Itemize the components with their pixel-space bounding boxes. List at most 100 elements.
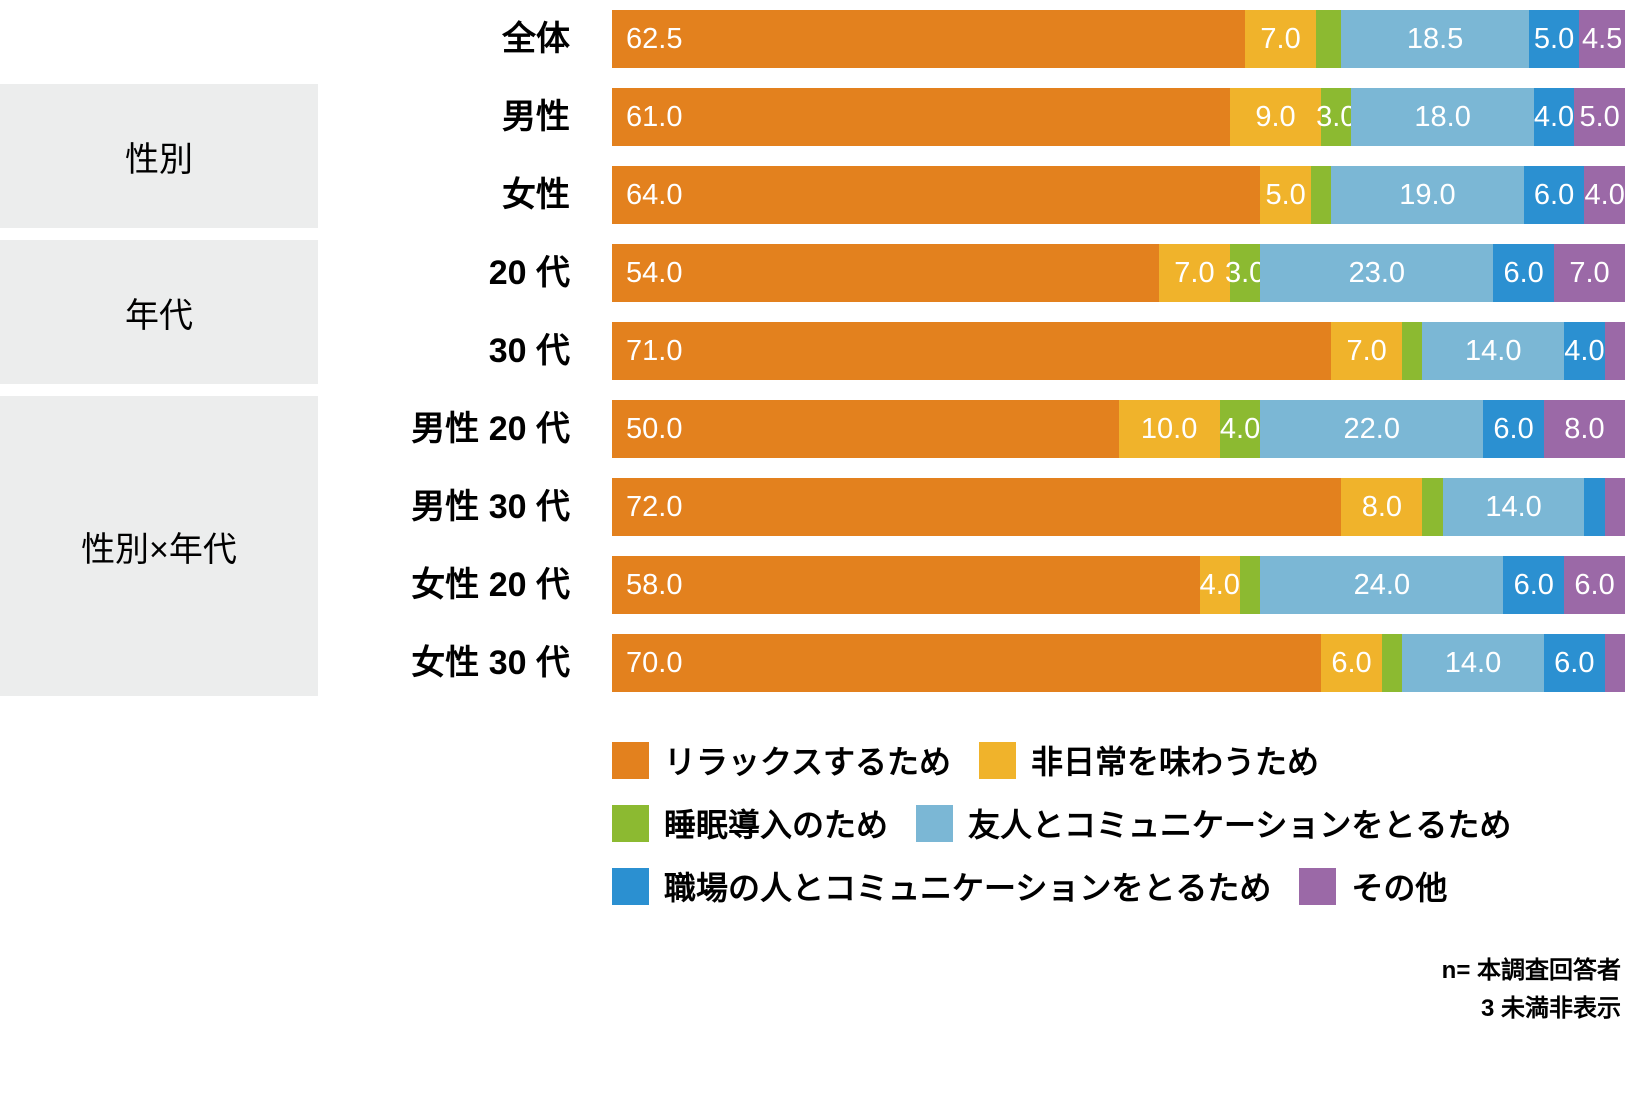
group-label: 性別: [125, 140, 193, 179]
bar-row: 50.0 10.0 4.0 22.0 6.0 8.0: [612, 400, 1625, 458]
bar-segment: 22.0: [1260, 400, 1484, 458]
footnote: n= 本調査回答者 3 未満非表示: [1442, 952, 1621, 1028]
bar-segment: 6.0: [1523, 166, 1585, 224]
bar-row: 54.0 7.0 3.0 23.0 6.0 7.0: [612, 244, 1625, 302]
segment-value-label: 4.0: [1564, 334, 1605, 367]
bar-segment: 62.5: [612, 10, 1246, 68]
segment-value-label: 50.0: [626, 412, 683, 445]
bar-segment: 72.0: [612, 478, 1342, 536]
bar-segment: [1310, 166, 1332, 224]
segment-value-label: 23.0: [1348, 256, 1406, 289]
group-label: 年代: [125, 296, 193, 335]
segment-value-label: 6.0: [1554, 646, 1595, 679]
segment-value-label: 7.0: [1174, 256, 1215, 289]
segment-value-label: 10.0: [1140, 412, 1198, 445]
category-label: 女性 30 代: [411, 644, 570, 682]
bar-row: 64.0 5.0 19.0 6.0 4.0: [612, 166, 1625, 224]
segment-value-label: 7.0: [1260, 22, 1301, 55]
legend-label: 職場の人とコミュニケーションをとるため: [664, 870, 1272, 906]
bar-segment: 14.0: [1442, 478, 1585, 536]
bar-segment: 4.5: [1579, 10, 1625, 68]
legend-color-swatch: [612, 804, 649, 842]
segment-value-label: 14.0: [1444, 646, 1502, 679]
bar-segment: 24.0: [1260, 556, 1504, 614]
segment-value-label: 6.0: [1574, 568, 1615, 601]
bar-segment: [1240, 556, 1261, 614]
category-label: 20 代: [488, 254, 570, 292]
bar-segment: [1402, 322, 1423, 380]
bar-segment: 8.0: [1341, 478, 1423, 536]
bar-segment: 7.0: [1331, 322, 1403, 380]
footnote-respondents: n= 本調査回答者: [1441, 957, 1621, 984]
segment-value-label: 24.0: [1353, 568, 1411, 601]
segment-value-label: 8.0: [1564, 412, 1605, 445]
segment-value-label: 4.0: [1533, 100, 1575, 133]
legend-row: 職場の人とコミュニケーションをとるため その他: [612, 867, 1475, 906]
bar-segment: 4.0: [1584, 166, 1625, 224]
segment-value-label: 71.0: [626, 334, 683, 367]
bar-segment: [1604, 322, 1625, 380]
legend-color-swatch: [979, 741, 1017, 779]
bar-segment: 7.0: [1554, 244, 1625, 302]
bar-segment: 3.0: [1225, 244, 1265, 302]
segment-value-label: 4.0: [1199, 568, 1240, 601]
category-label: 男性: [502, 98, 570, 136]
bar-segment: 5.0: [1574, 88, 1625, 146]
segment-value-label: 19.0: [1399, 178, 1456, 211]
group-label-box: 年代: [0, 240, 318, 384]
segment-value-label: 62.5: [626, 22, 683, 55]
bar-segment: 61.0: [612, 88, 1230, 146]
category-label: 女性: [502, 176, 570, 214]
legend-color-swatch: [1299, 867, 1337, 905]
bar-segment: 14.0: [1422, 322, 1565, 380]
bar-row: 72.0 8.0 14.0: [612, 478, 1625, 536]
bar-row: 61.0 9.0 3.0 18.0 4.0 5.0: [612, 88, 1625, 146]
bar-segment: [1604, 634, 1625, 692]
bar-segment: 4.0: [1199, 556, 1241, 614]
segment-value-label: 22.0: [1343, 412, 1400, 445]
segment-value-label: 4.0: [1219, 412, 1261, 445]
bar-segment: 5.0: [1260, 166, 1311, 224]
bar-segment: [1584, 478, 1605, 536]
bar-segment: 10.0: [1118, 400, 1220, 458]
bar-segment: [1316, 10, 1342, 68]
bar-segment: 6.0: [1321, 634, 1382, 692]
segment-value-label: 5.0: [1265, 178, 1306, 211]
bar-segment: 54.0: [612, 244, 1160, 302]
category-label: 男性 30 代: [411, 488, 570, 526]
bar-segment: [1604, 478, 1625, 536]
segment-value-label: 61.0: [626, 100, 683, 133]
group-label-box: 性別×年代: [0, 396, 318, 696]
legend-item: 睡眠導入のため: [612, 800, 888, 846]
category-label: 30 代: [488, 332, 570, 370]
legend-item: 職場の人とコミュニケーションをとるため: [612, 863, 1271, 909]
bar-segment: 8.0: [1543, 400, 1625, 458]
group-label-box: 性別: [0, 84, 318, 228]
segment-value-label: 4.0: [1584, 178, 1625, 211]
legend-item: その他: [1299, 863, 1447, 909]
bar-segment: 3.0: [1316, 88, 1356, 146]
bar-segment: 58.0: [612, 556, 1200, 614]
bar-segment: 4.0: [1219, 400, 1261, 458]
segment-value-label: 3.0: [1224, 256, 1266, 289]
segment-value-label: 58.0: [626, 568, 683, 601]
category-label: 男性 20 代: [411, 410, 570, 448]
segment-value-label: 6.0: [1493, 412, 1534, 445]
legend-label: 睡眠導入のため: [664, 807, 889, 843]
bar-segment: 70.0: [612, 634, 1322, 692]
bar-segment: 64.0: [612, 166, 1261, 224]
bar-segment: 6.0: [1503, 556, 1565, 614]
segment-value-label: 5.0: [1579, 100, 1620, 133]
bar-segment: [1422, 478, 1443, 536]
legend-label: 友人とコミュニケーションをとるため: [968, 807, 1512, 843]
legend-label: その他: [1351, 870, 1448, 906]
bar-segment: 6.0: [1543, 634, 1605, 692]
legend-color-swatch: [612, 867, 649, 905]
bar-segment: 7.0: [1159, 244, 1230, 302]
bar-segment: 4.0: [1533, 88, 1575, 146]
legend-color-swatch: [916, 804, 954, 842]
bar-segment: 71.0: [612, 322, 1332, 380]
bar-row: 58.0 4.0 24.0 6.0 6.0: [612, 556, 1625, 614]
legend-item: 友人とコミュニケーションをとるため: [916, 800, 1511, 846]
legend-label: リラックスするため: [664, 744, 952, 780]
